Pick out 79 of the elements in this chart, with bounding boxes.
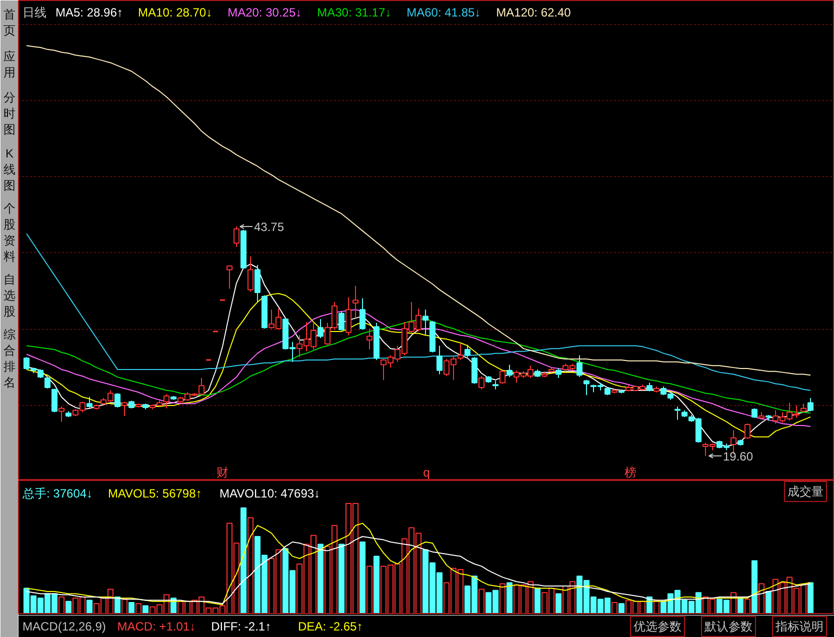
candlestick xyxy=(457,343,464,360)
candlestick xyxy=(233,226,240,248)
candlestick xyxy=(674,406,681,420)
text: MA5: 28.96↑ xyxy=(56,6,123,20)
candlestick xyxy=(478,376,485,390)
candlestick xyxy=(352,285,359,319)
text: q xyxy=(423,466,430,480)
text: 榜 xyxy=(624,466,636,480)
text: 成交量 xyxy=(788,484,824,498)
candlestick xyxy=(247,256,254,292)
candlestick xyxy=(555,368,562,379)
text: MAVOL5: 56798↑ xyxy=(108,486,202,500)
candlestick xyxy=(86,396,93,408)
bar xyxy=(751,560,758,614)
candlestick xyxy=(506,364,513,378)
text: 分时图 xyxy=(4,90,16,137)
text: 个股资料 xyxy=(4,201,16,264)
bar xyxy=(114,596,121,614)
candlestick xyxy=(807,397,814,412)
text: MACD: +1.01↓ xyxy=(117,620,196,634)
bar xyxy=(86,600,93,614)
bar xyxy=(338,544,345,614)
text: 首页 xyxy=(4,7,16,38)
text: DEA: -2.65↑ xyxy=(298,620,363,634)
candlestick xyxy=(583,379,590,396)
candlestick xyxy=(366,328,373,350)
text: MA20: 30.25↓ xyxy=(228,6,302,20)
candlestick xyxy=(422,309,429,336)
candlestick xyxy=(576,354,583,378)
text: K线图 xyxy=(4,146,16,193)
candlestick xyxy=(58,406,65,422)
annotation: 19.60 xyxy=(723,449,754,464)
bar xyxy=(618,603,625,614)
candlestick xyxy=(114,392,121,408)
bar xyxy=(317,544,324,614)
candlestick xyxy=(436,345,443,375)
text: 指标说明 xyxy=(774,620,824,634)
candlestick xyxy=(226,265,233,290)
bar xyxy=(534,588,541,614)
bar xyxy=(240,507,247,614)
candlestick xyxy=(51,388,58,413)
candlestick xyxy=(254,264,261,303)
candlestick xyxy=(317,318,324,339)
bar xyxy=(555,593,562,614)
candlestick xyxy=(44,376,51,389)
bar xyxy=(142,605,149,614)
bar xyxy=(359,542,366,614)
bar xyxy=(506,582,513,614)
candlestick xyxy=(744,423,751,440)
text: 综合排名 xyxy=(4,327,16,390)
candlestick xyxy=(751,408,758,418)
candlestick xyxy=(800,403,807,414)
text: 总手: 37604↓ xyxy=(22,486,93,500)
candlestick xyxy=(359,298,366,330)
candlestick xyxy=(121,401,128,416)
text: 应用 xyxy=(4,49,16,80)
text: MA120: 62.40 xyxy=(496,6,572,20)
text: MA30: 31.17↓ xyxy=(317,6,392,20)
candlestick xyxy=(464,344,471,358)
text: MAVOL10: 47693↓ xyxy=(220,486,320,500)
bar xyxy=(65,600,72,614)
candlestick xyxy=(338,311,345,332)
text: MA10: 28.70↓ xyxy=(138,6,212,20)
bar xyxy=(765,591,772,614)
text: 财 xyxy=(216,466,228,480)
text: MACD(12,26,9) xyxy=(22,620,106,634)
chart-title: 日线 xyxy=(22,6,46,20)
text: MA60: 41.85↓ xyxy=(406,6,481,20)
text: 默认参数 xyxy=(704,620,752,634)
bar xyxy=(807,582,814,614)
text: DIFF: -2.1↑ xyxy=(211,620,272,634)
bar xyxy=(128,602,135,614)
bar xyxy=(373,556,380,614)
text: 自选股 xyxy=(4,272,16,319)
candlestick xyxy=(499,370,506,384)
candlestick xyxy=(163,394,170,409)
text: 优选参数 xyxy=(634,620,682,634)
candlestick xyxy=(345,296,352,336)
annotation: 43.75 xyxy=(254,220,284,234)
